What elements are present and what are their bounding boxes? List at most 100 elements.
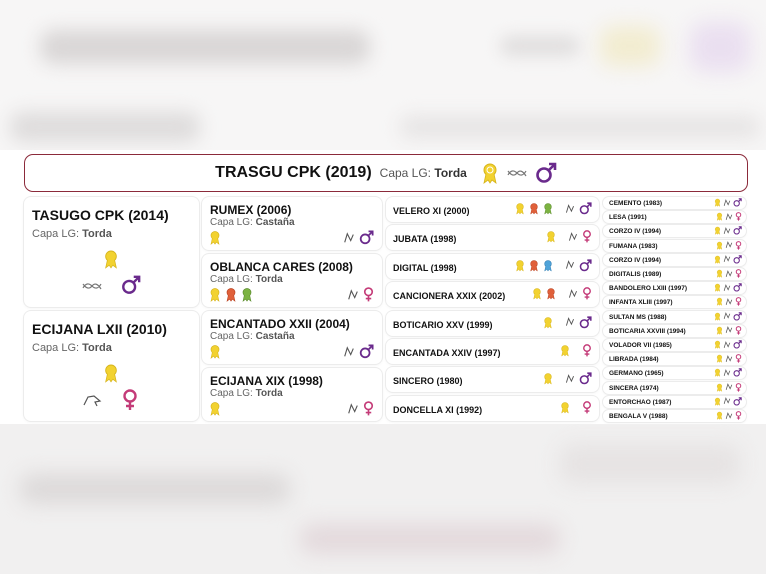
female-symbol-icon [735, 354, 742, 363]
brand-mark-icon [723, 312, 731, 320]
male-symbol-icon [579, 316, 592, 329]
grandparent-card[interactable]: OBLANCA CARES (2008) Capa LG: Torda [202, 254, 382, 307]
great-great-grandparent-card[interactable]: ENTORCHAO (1987) [603, 395, 746, 408]
rosette-medal-icon [529, 202, 539, 215]
great-grandparent-card[interactable]: SINCERO (1980) [386, 367, 599, 393]
brand-mark-icon [725, 241, 733, 249]
male-symbol-icon [733, 368, 742, 377]
brand-mark-icon [725, 354, 733, 363]
pedigree-panel: TRASGU CPK (2019) Capa LG: Torda TASUGO … [0, 150, 766, 424]
brand-mark-icon [347, 402, 359, 415]
great-grandparent-card[interactable]: JUBATA (1998) [386, 225, 599, 251]
great-great-grandparent-card[interactable]: BOTICARIA XXVIII (1994) [603, 324, 746, 337]
great-great-grandparent-name: GERMANO (1965) [609, 370, 664, 378]
brand-mark-icon [343, 345, 355, 358]
great-great-grandparent-card[interactable]: VOLADOR VII (1985) [603, 339, 746, 351]
grandparent-capa: Capa LG: Torda [210, 274, 283, 285]
rosette-medal-icon [716, 241, 723, 250]
great-great-grandparent-name: FUMANA (1983) [609, 242, 658, 250]
male-symbol-icon [733, 397, 742, 406]
rosette-medal-icon [241, 287, 253, 302]
main-horse-name: TRASGU CPK (2019) [215, 164, 372, 181]
female-symbol-icon [735, 411, 742, 420]
brand-mark-icon [723, 369, 731, 377]
great-great-grandparent-card[interactable]: BANDOLERO LXIII (1997) [603, 282, 746, 295]
parent-capa: Capa LG: Torda [32, 342, 112, 354]
rosette-medal-icon [543, 202, 553, 215]
rosette-medal-icon [543, 259, 553, 272]
female-symbol-icon [735, 212, 742, 221]
male-symbol-icon [579, 202, 592, 215]
brand-mark-icon [723, 198, 731, 207]
great-great-grandparent-card[interactable]: SULTAN MS (1988) [603, 310, 746, 323]
main-horse-capa: Capa LG: Torda [379, 166, 467, 180]
parent-card-dam[interactable]: ECIJANA LXII (2010) Capa LG: Torda [24, 311, 199, 421]
female-symbol-icon [735, 297, 742, 306]
great-great-grandparent-name: INFANTA XLIII (1997) [609, 299, 673, 307]
male-symbol-icon [579, 372, 592, 385]
male-symbol-icon [733, 340, 742, 349]
brand-mark-icon [725, 212, 733, 221]
brand-mark-icon [565, 260, 575, 270]
great-great-grandparent-card[interactable]: CORZO IV (1994) [603, 253, 746, 266]
great-grandparent-name: VELERO XI (2000) [393, 206, 470, 216]
brand-mark-icon [568, 288, 578, 299]
great-great-grandparent-card[interactable]: GERMANO (1965) [603, 367, 746, 380]
great-great-grandparent-card[interactable]: INFANTA XLIII (1997) [603, 296, 746, 309]
rosette-medal-icon [560, 401, 570, 414]
female-symbol-icon [363, 401, 374, 416]
male-symbol-icon [359, 344, 374, 359]
female-symbol-icon [582, 344, 592, 357]
great-great-grandparent-card[interactable]: SINCERA (1974) [603, 381, 746, 394]
great-grandparent-name: SINCERO (1980) [393, 376, 463, 387]
brand-mark-icon [723, 227, 731, 235]
rosette-medal-icon [716, 269, 723, 278]
great-grandparent-card[interactable]: VELERO XI (2000) [386, 197, 599, 222]
female-symbol-icon [582, 400, 592, 414]
great-grandparent-card[interactable]: DONCELLA XI (1992) [386, 395, 599, 421]
blurred-background-bottom [0, 424, 766, 574]
great-great-grandparent-card[interactable]: DIGITALIS (1989) [603, 268, 746, 280]
rosette-medal-icon [560, 344, 570, 357]
rosette-medal-icon [515, 202, 525, 215]
grandparent-card[interactable]: ECIJANA XIX (1998) Capa LG: Torda [202, 368, 382, 421]
great-great-grandparent-name: DIGITALIS (1989) [609, 271, 662, 278]
great-grandparent-name: JUBATA (1998) [393, 234, 457, 245]
great-great-grandparent-card[interactable]: LESA (1991) [603, 211, 746, 224]
great-grandparent-name: ENCANTADA XXIV (1997) [393, 348, 501, 358]
female-symbol-icon [735, 269, 742, 278]
brand-mark-icon [565, 374, 575, 384]
rosette-medal-icon [716, 297, 723, 307]
great-grandparent-card[interactable]: ENCANTADA XXIV (1997) [386, 339, 599, 364]
great-great-grandparent-card[interactable]: BENGALA V (1988) [603, 410, 746, 422]
brand-mark-icon [723, 397, 731, 405]
great-great-grandparent-card[interactable]: CORZO IV (1994) [603, 225, 746, 238]
rosette-medal-icon [209, 287, 221, 302]
great-grandparent-card[interactable]: DIGITAL (1998) [386, 253, 599, 279]
female-symbol-icon [582, 287, 592, 300]
great-grandparent-name: CANCIONERA XXIX (2002) [393, 291, 506, 302]
rosette-medal-icon [225, 287, 237, 302]
rosette-medal-icon [716, 326, 723, 335]
great-great-grandparent-card[interactable]: FUMANA (1983) [603, 239, 746, 252]
grandparent-name: ENCANTADO XXII (2004) [210, 317, 350, 331]
great-grandparent-card[interactable]: CANCIONERA XXIX (2002) [386, 282, 599, 308]
great-grandparent-card[interactable]: BOTICARIO XXV (1999) [386, 310, 599, 336]
great-great-grandparent-card[interactable]: CEMENTO (1983) [603, 197, 746, 209]
grandparent-card[interactable]: ENCANTADO XXII (2004) Capa LG: Castaña [202, 311, 382, 364]
grandparent-card[interactable]: RUMEX (2006) Capa LG: Castaña [202, 197, 382, 250]
great-great-grandparent-name: CORZO IV (1994) [609, 228, 662, 236]
grandparent-capa: Capa LG: Torda [210, 388, 283, 399]
great-great-grandparent-name: SULTAN MS (1988) [609, 313, 667, 321]
parent-card-sire[interactable]: TASUGO CPK (2014) Capa LG: Torda [24, 197, 199, 307]
rosette-medal-icon [714, 340, 721, 349]
great-grandparent-name: BOTICARIO XXV (1999) [393, 319, 493, 330]
rosette-medal-icon [716, 212, 723, 221]
rosette-medal-icon [529, 259, 539, 272]
great-great-grandparent-card[interactable]: LIBRADA (1984) [603, 353, 746, 366]
brand-mark-icon [725, 269, 733, 278]
female-symbol-icon [582, 230, 592, 243]
rosette-medal-icon [714, 226, 721, 236]
main-horse-header[interactable]: TRASGU CPK (2019) Capa LG: Torda [24, 154, 748, 192]
grandparent-capa: Capa LG: Castaña [210, 217, 295, 228]
